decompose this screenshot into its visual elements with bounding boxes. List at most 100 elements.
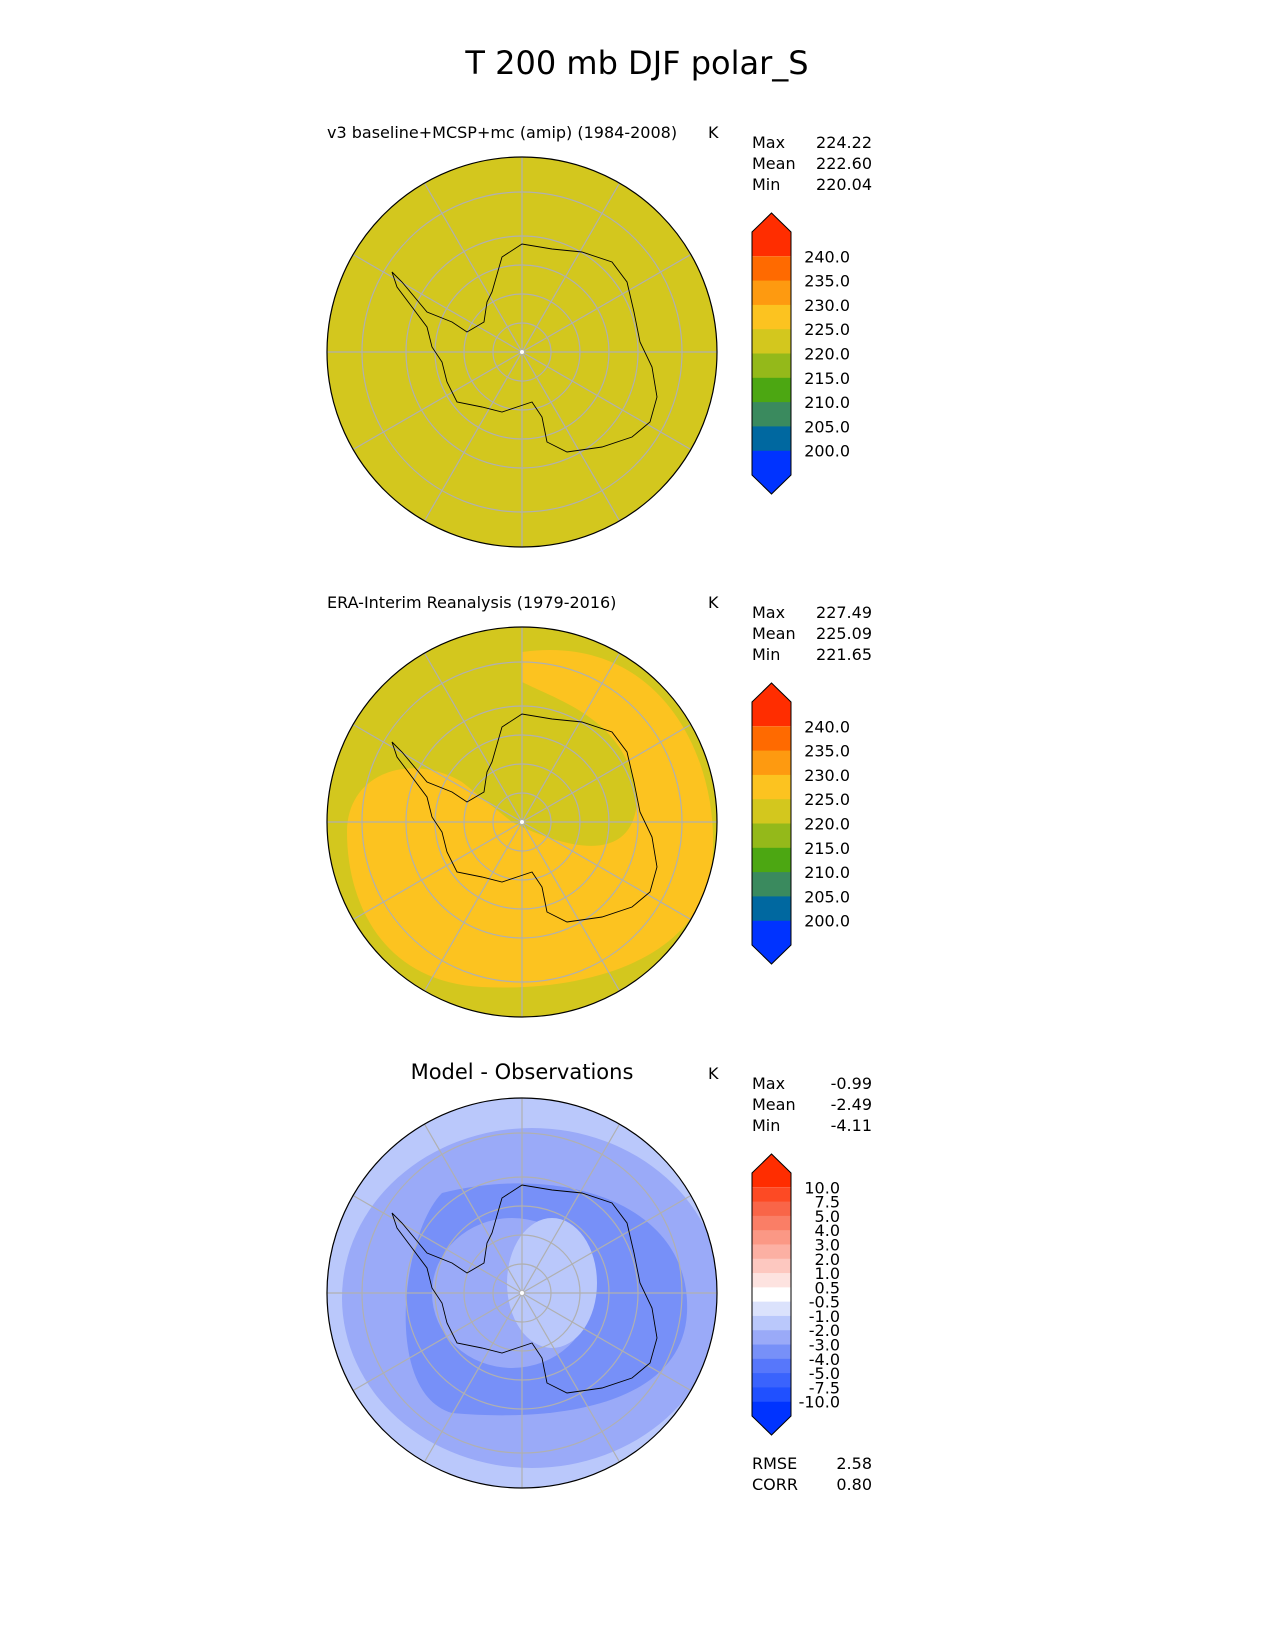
colorbar-bin	[752, 799, 791, 824]
field-region-minus1-minus2	[507, 1218, 597, 1348]
stat-label: Mean	[752, 154, 796, 173]
stat-label: Max	[752, 603, 785, 622]
colorbar-tick-label: 10.0	[804, 1178, 840, 1197]
stat-label: Max	[752, 133, 785, 152]
colorbar-bin	[752, 1358, 791, 1374]
colorbar-tick-label: -1.0	[809, 1307, 840, 1326]
pole-marker	[520, 350, 524, 354]
colorbar: 10.07.55.04.03.02.01.00.5-0.5-1.0-2.0-3.…	[751, 1153, 840, 1436]
colorbar-tick-label: -2.0	[809, 1321, 840, 1340]
stat-label: Max	[752, 1074, 785, 1093]
colorbar-tick-label: 210.0	[804, 863, 850, 882]
colorbar-bin	[752, 872, 791, 897]
colorbar-extend-max	[752, 683, 791, 727]
colorbar-bin	[752, 1373, 791, 1388]
colorbar-bin	[752, 1287, 791, 1303]
colorbar-bin	[752, 280, 791, 306]
colorbar-bin	[752, 402, 791, 427]
panel-title: Model - Observations	[411, 1060, 634, 1084]
stat-value: 225.09	[816, 624, 872, 643]
colorbar-extend-min	[752, 450, 791, 494]
colorbar-tick-label: 230.0	[804, 766, 850, 785]
colorbar-bin	[752, 353, 791, 379]
colorbar-tick-label: 240.0	[804, 247, 850, 266]
stat-label: Min	[752, 645, 780, 664]
colorbar-bin	[752, 377, 791, 403]
colorbar-bin	[752, 304, 791, 330]
colorbar-bin	[752, 426, 791, 452]
colorbar-bin	[752, 1330, 791, 1346]
colorbar-tick-label: 200.0	[804, 912, 850, 931]
colorbar-tick-label: 4.0	[815, 1221, 840, 1240]
colorbar-outline	[751, 682, 792, 965]
stat-label: Mean	[752, 1095, 796, 1114]
map-boundary	[326, 1097, 718, 1489]
colorbar-tick-label: -7.5	[809, 1378, 840, 1397]
stat-value: 224.22	[816, 133, 872, 152]
colorbar-extend-max	[752, 213, 791, 257]
colorbar: 240.0 235.0 230.0 225.0 220.0 215.0 210.0 205.0…	[751, 212, 850, 495]
colorbar-tick-label: 205.0	[804, 887, 850, 906]
colorbar-tick-label: 225.0	[804, 320, 850, 339]
stat-label: Min	[752, 175, 780, 194]
stat-value: 227.49	[816, 603, 872, 622]
colorbar-bin	[752, 847, 791, 873]
colorbar-tick-label: -4.0	[809, 1350, 840, 1369]
colorbar-tick-label: 220.0	[804, 815, 850, 834]
colorbar-tick-label: 215.0	[804, 839, 850, 858]
colorbar-tick-label: 235.0	[804, 272, 850, 291]
colorbar-tick-label: 220.0	[804, 345, 850, 364]
antarctica-coastline	[391, 713, 658, 923]
panel-2: ERA-Interim Reanalysis (1979-2016) K Max 22…	[326, 593, 872, 1018]
colorbar-bin	[752, 1344, 791, 1360]
colorbar-tick-label: 215.0	[804, 369, 850, 388]
colorbar-bin	[752, 1187, 791, 1203]
colorbar-tick-label: -10.0	[799, 1393, 840, 1412]
colorbar-outline	[751, 212, 792, 495]
antarctica-coastline	[391, 243, 658, 453]
pole-marker	[520, 820, 524, 824]
map-boundary	[326, 156, 718, 548]
metric-value: 0.80	[836, 1475, 872, 1494]
colorbar-bin	[752, 1215, 791, 1231]
colorbar-bin	[752, 1273, 791, 1288]
colorbar-tick-label: -3.0	[809, 1336, 840, 1355]
colorbar-outline	[751, 1153, 792, 1436]
colorbar-bin	[752, 1230, 791, 1245]
figure-title: T 200 mb DJF polar_S	[464, 44, 808, 82]
stat-label: Min	[752, 1116, 780, 1135]
colorbar-tick-label: -5.0	[809, 1364, 840, 1383]
map-field	[327, 627, 717, 1017]
stat-value: -4.11	[831, 1116, 872, 1135]
antarctica-coastline	[391, 1184, 658, 1394]
metric-label: CORR	[752, 1475, 798, 1494]
colorbar-bin	[752, 1387, 791, 1403]
colorbar-tick-label: 5.0	[815, 1207, 840, 1226]
colorbar-bin	[752, 896, 791, 922]
panel-3: Model - Observations K Max -0.99 Mean -2.49 Mi…	[326, 1060, 872, 1494]
colorbar-tick-label: 0.5	[815, 1278, 840, 1297]
colorbar-tick-label: 2.0	[815, 1250, 840, 1269]
colorbar-tick-label: 205.0	[804, 417, 850, 436]
stat-value: 221.65	[816, 645, 872, 664]
colorbar-bin	[752, 823, 791, 849]
stat-value: -2.49	[831, 1095, 872, 1114]
units-label: K	[708, 1064, 719, 1083]
colorbar-tick-label: 210.0	[804, 393, 850, 412]
metric-value: 2.58	[836, 1454, 872, 1473]
colorbar-bin	[752, 750, 791, 776]
stat-label: Mean	[752, 624, 796, 643]
units-label: K	[708, 123, 719, 142]
colorbar-bin	[752, 329, 791, 354]
stat-value: 222.60	[816, 154, 872, 173]
colorbar-tick-label: 7.5	[815, 1193, 840, 1212]
map-boundary	[326, 626, 718, 1018]
panel-title: v3 baseline+MCSP+mc (amip) (1984-2008)	[327, 123, 677, 142]
colorbar-tick-label: 1.0	[815, 1264, 840, 1283]
colorbar-tick-label: 225.0	[804, 790, 850, 809]
units-label: K	[708, 593, 719, 612]
panel-title: ERA-Interim Reanalysis (1979-2016)	[327, 593, 616, 612]
panel-1: v3 baseline+MCSP+mc (amip) (1984-2008) K M…	[326, 123, 872, 548]
colorbar-tick-label: 235.0	[804, 742, 850, 761]
